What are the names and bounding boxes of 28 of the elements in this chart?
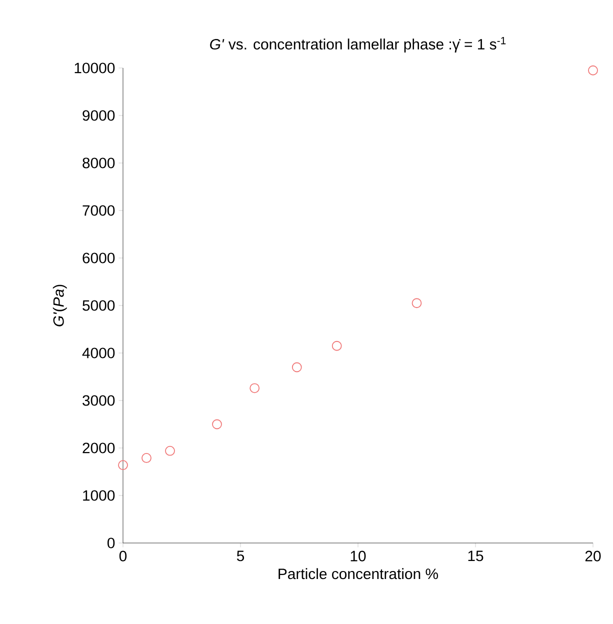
point [165, 446, 175, 456]
point [142, 453, 152, 463]
point [292, 362, 302, 372]
y-tick-label: 1000 [83, 490, 115, 501]
point [250, 383, 260, 394]
y-tick-label: 10000 [74, 62, 115, 74]
y-tick-label: 3000 [82, 395, 115, 406]
y-tick-label: 5000 [82, 300, 115, 311]
y-tick-label: 7000 [82, 205, 115, 216]
point [332, 340, 342, 351]
x-tick-label: 15 [468, 550, 484, 562]
x-tick-label: 10 [350, 550, 366, 562]
point [588, 65, 598, 76]
y-tick-label: 2000 [82, 442, 115, 454]
y-tick-label: 0 [107, 538, 115, 548]
y-tick-label: 8000 [82, 158, 115, 168]
y-tick-label: 4000 [82, 348, 115, 358]
y-axis-title: G'(Pa) [52, 284, 67, 326]
x-tick-label: 5 [236, 550, 244, 562]
point [212, 419, 222, 430]
chart-title: G' vs. concentration lamellar phase :γ̇ = 1 s$^{-1}$ [210, 37, 506, 52]
x-axis-title: Particle concentration % [278, 568, 438, 580]
y-tick-label: 9000 [82, 110, 115, 121]
x-tick-label: 0 [119, 550, 127, 562]
x-tick-label: 20 [585, 550, 601, 562]
point [412, 298, 422, 308]
y-tick-label: 6000 [82, 252, 115, 264]
point [118, 460, 128, 470]
